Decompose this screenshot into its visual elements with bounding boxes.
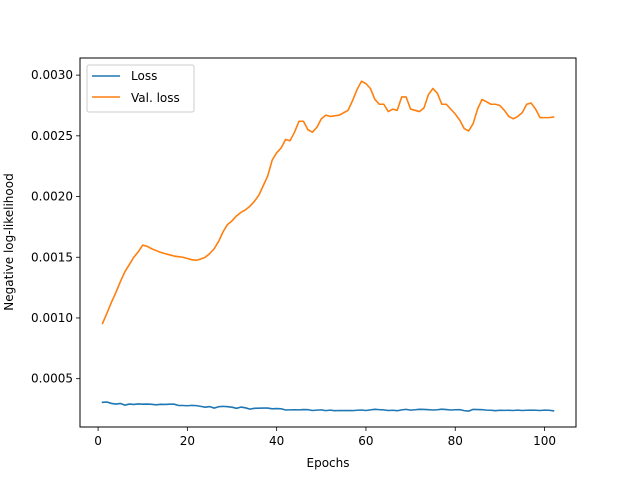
- x-tick-label: 60: [358, 434, 373, 448]
- y-tick-label: 0.0025: [31, 129, 73, 143]
- series-line-val-loss: [101, 80, 555, 325]
- y-tick-label: 0.0015: [31, 250, 73, 264]
- y-tick-label: 0.0010: [31, 311, 73, 325]
- y-axis-ticks: 0.0005 0.0010 0.0015 0.0020 0.0025 0.0030: [31, 68, 80, 386]
- y-tick-label: 0.0005: [31, 372, 73, 386]
- x-tick-label: 40: [269, 434, 284, 448]
- x-axis-ticks: 0 20 40 60 80 100: [94, 427, 556, 448]
- y-tick-label: 0.0020: [31, 190, 73, 204]
- x-tick-label: 0: [94, 434, 102, 448]
- axes-frame: [79, 57, 577, 428]
- legend-label-val-loss: Val. loss: [131, 91, 180, 105]
- x-tick-label: 80: [448, 434, 463, 448]
- x-axis-title: Epochs: [307, 456, 350, 470]
- legend-label-loss: Loss: [131, 69, 157, 83]
- y-axis-title: Negative log-likelihood: [2, 173, 16, 310]
- x-tick-label: 100: [533, 434, 556, 448]
- y-tick-label: 0.0030: [31, 68, 73, 82]
- x-tick-label: 20: [180, 434, 195, 448]
- series-line-loss: [101, 401, 555, 412]
- plot-lines: [101, 80, 555, 412]
- legend: Loss Val. loss: [86, 64, 195, 113]
